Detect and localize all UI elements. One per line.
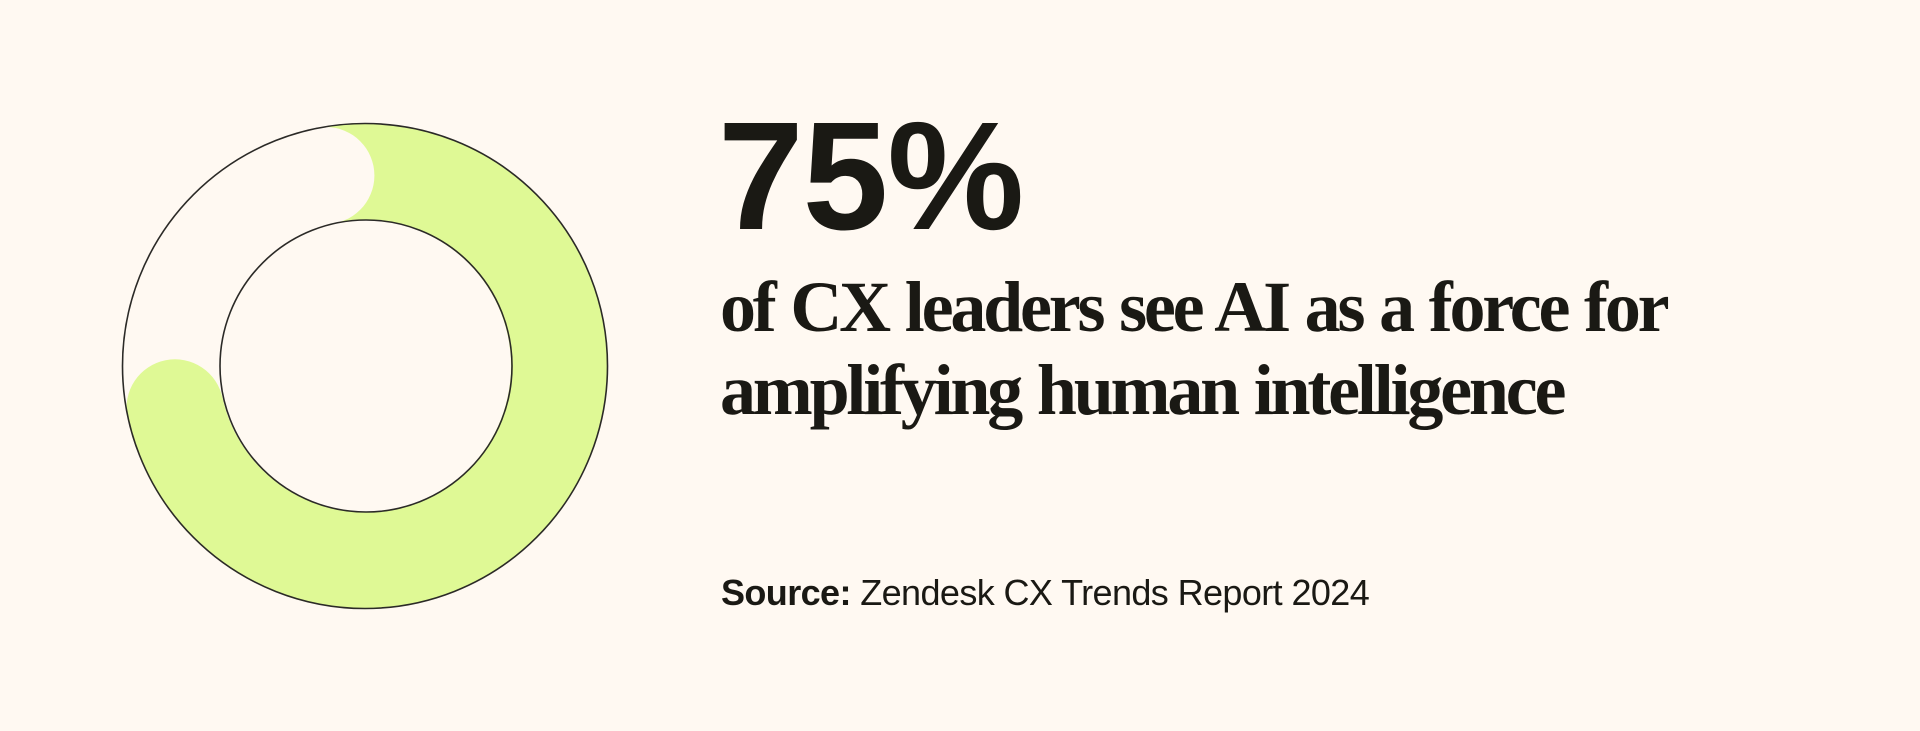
stat-value: 75% [718,90,1024,262]
donut-outer-ring [121,122,609,610]
donut-arc-filled [127,123,608,610]
source-label: Source: [721,572,851,613]
donut-inner-ring [219,219,513,513]
source-text: Zendesk CX Trends Report 2024 [860,572,1370,613]
donut-chart [121,122,609,610]
stat-description-line-1: of CX leaders see AI as a force for [720,267,1670,347]
donut-empty-end-cap [277,127,375,224]
donut-arc-end-cap [126,359,224,457]
stat-description-line-2: amplifying human intelligence [720,350,1566,430]
stat-description: of CX leaders see AI as a force for ampl… [720,266,1670,432]
source-citation: Source: Zendesk CX Trends Report 2024 [721,571,1370,615]
